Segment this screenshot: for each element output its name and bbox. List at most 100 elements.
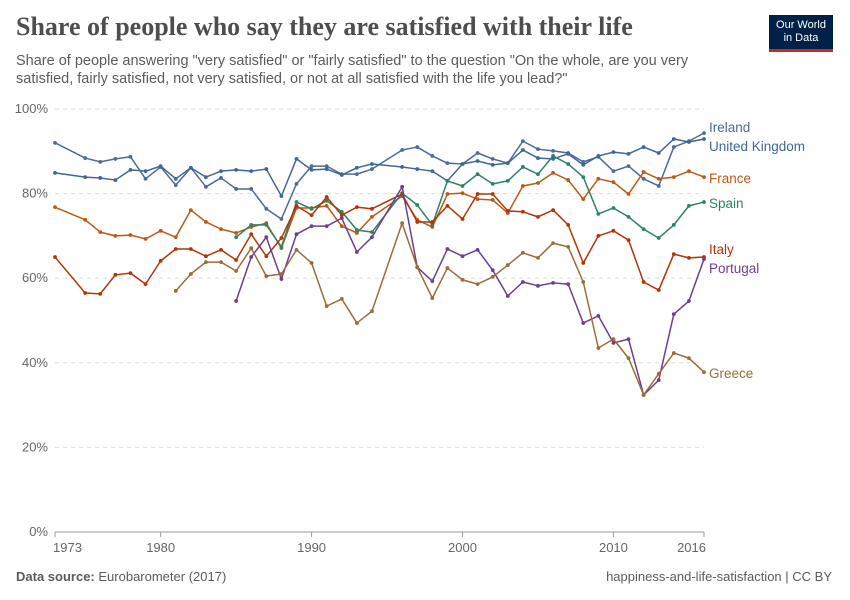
data-point-united-kingdom bbox=[490, 162, 495, 167]
data-point-greece bbox=[490, 275, 495, 279]
data-point-spain bbox=[264, 223, 269, 227]
data-point-united-kingdom bbox=[143, 169, 148, 174]
data-point-portugal bbox=[430, 279, 435, 284]
series-italy bbox=[53, 192, 706, 296]
data-point-spain bbox=[581, 175, 586, 180]
data-point-portugal bbox=[279, 277, 284, 281]
data-point-ireland bbox=[98, 159, 103, 164]
logo-line-1: Our World bbox=[776, 19, 826, 31]
data-point-greece bbox=[354, 321, 359, 325]
data-point-greece bbox=[234, 269, 239, 273]
data-point-united-kingdom bbox=[520, 148, 525, 152]
chart-slug-license[interactable]: happiness-and-life-satisfaction | CC BY bbox=[606, 569, 832, 584]
data-point-italy bbox=[219, 247, 223, 252]
data-point-spain bbox=[611, 206, 616, 210]
series-label-italy: Italy bbox=[709, 242, 734, 257]
data-point-france bbox=[219, 227, 223, 232]
data-point-spain bbox=[490, 181, 495, 186]
data-point-spain bbox=[430, 223, 435, 227]
data-point-ireland bbox=[430, 154, 435, 158]
data-point-united-kingdom bbox=[188, 165, 193, 170]
data-point-italy bbox=[611, 228, 616, 233]
data-point-france bbox=[53, 205, 57, 210]
data-point-portugal bbox=[581, 321, 586, 325]
data-point-united-kingdom bbox=[430, 169, 435, 174]
series-line-greece bbox=[175, 222, 705, 396]
y-tick-label: 80% bbox=[22, 186, 48, 201]
data-point-italy bbox=[460, 217, 465, 221]
data-point-italy bbox=[475, 192, 480, 196]
data-point-italy bbox=[98, 291, 103, 296]
y-tick-label: 60% bbox=[22, 270, 48, 285]
data-point-united-kingdom bbox=[626, 151, 631, 156]
data-point-italy bbox=[324, 195, 329, 199]
data-point-italy bbox=[309, 213, 314, 218]
data-point-portugal bbox=[626, 337, 631, 342]
series-ireland bbox=[53, 131, 706, 221]
data-point-portugal bbox=[309, 224, 314, 229]
data-point-ireland bbox=[173, 183, 178, 188]
data-point-italy bbox=[354, 205, 359, 210]
data-point-spain bbox=[641, 227, 646, 232]
series-france bbox=[53, 169, 706, 251]
x-tick-label: 1980 bbox=[146, 540, 175, 555]
data-point-spain bbox=[551, 154, 555, 158]
data-point-portugal bbox=[294, 232, 299, 237]
series-label-spain: Spain bbox=[709, 196, 744, 211]
data-point-ireland bbox=[641, 176, 646, 181]
data-point-greece bbox=[460, 277, 465, 282]
data-point-ireland bbox=[702, 131, 706, 136]
data-point-ireland bbox=[113, 157, 118, 161]
data-point-france bbox=[520, 184, 525, 188]
data-point-france bbox=[204, 220, 208, 224]
data-point-united-kingdom bbox=[249, 169, 254, 174]
data-point-greece bbox=[566, 244, 571, 249]
data-point-united-kingdom bbox=[309, 168, 314, 172]
data-point-united-kingdom bbox=[354, 165, 359, 170]
data-point-greece bbox=[324, 304, 329, 309]
owid-logo[interactable]: Our World in Data bbox=[769, 15, 833, 52]
data-point-italy bbox=[656, 288, 661, 292]
data-point-spain bbox=[505, 179, 510, 183]
data-point-portugal bbox=[460, 254, 465, 259]
data-point-italy bbox=[581, 261, 586, 265]
data-point-united-kingdom bbox=[339, 173, 344, 177]
data-point-italy bbox=[671, 252, 676, 256]
y-tick-label: 0% bbox=[29, 524, 48, 539]
data-source-link[interactable]: Eurobarometer (2017) bbox=[98, 569, 227, 584]
data-point-spain bbox=[460, 184, 465, 188]
series-line-italy bbox=[54, 193, 705, 295]
data-point-italy bbox=[128, 271, 133, 276]
data-point-italy bbox=[596, 234, 601, 238]
y-tick-label: 40% bbox=[22, 355, 48, 370]
data-point-spain bbox=[324, 198, 329, 203]
data-point-portugal bbox=[687, 299, 691, 303]
data-point-spain bbox=[445, 179, 450, 183]
data-point-portugal bbox=[536, 283, 540, 288]
data-point-greece bbox=[370, 309, 374, 314]
data-point-greece bbox=[581, 280, 586, 284]
data-point-ireland bbox=[671, 145, 676, 149]
data-point-united-kingdom bbox=[581, 162, 586, 167]
series-label-portugal: Portugal bbox=[709, 261, 759, 276]
data-point-spain bbox=[626, 214, 631, 219]
data-point-italy bbox=[53, 255, 57, 259]
data-point-united-kingdom bbox=[475, 159, 480, 163]
data-point-italy bbox=[279, 236, 284, 240]
data-point-france bbox=[566, 178, 571, 182]
data-point-spain bbox=[596, 212, 601, 216]
data-point-greece bbox=[475, 282, 480, 287]
data-point-greece bbox=[249, 246, 254, 251]
data-point-italy bbox=[505, 209, 510, 213]
x-tick-label: 2016 bbox=[677, 540, 706, 555]
data-point-spain bbox=[475, 172, 480, 177]
data-point-greece bbox=[415, 265, 420, 270]
data-point-greece bbox=[611, 337, 616, 342]
series-portugal bbox=[234, 184, 706, 397]
data-point-italy bbox=[339, 213, 344, 218]
data-point-portugal bbox=[354, 250, 359, 254]
data-point-ireland bbox=[143, 176, 148, 181]
data-point-ireland bbox=[475, 151, 480, 155]
series-spain bbox=[234, 154, 706, 249]
x-tick-label: 1973 bbox=[53, 540, 82, 555]
